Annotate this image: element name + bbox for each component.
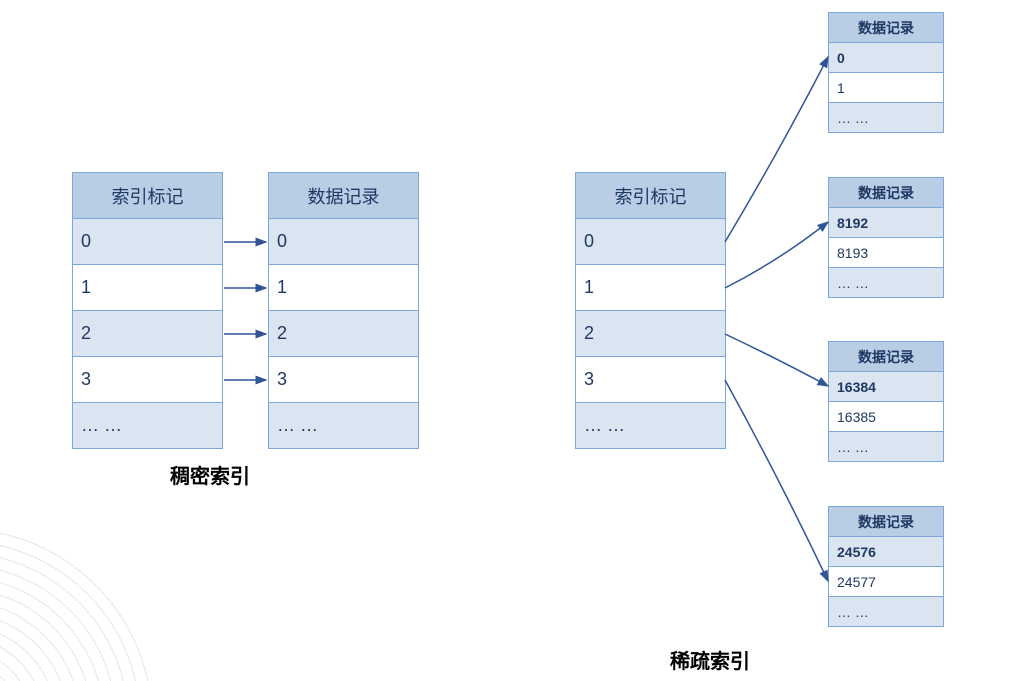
dense-caption: 稠密索引 [170, 460, 250, 489]
decorative-arcs [0, 501, 180, 681]
table-row: 16384 [829, 372, 944, 402]
table-row: 2 [576, 311, 726, 357]
table-row: 1 [576, 265, 726, 311]
table-row: 24576 [829, 537, 944, 567]
table-row: 0 [269, 219, 419, 265]
sparse-block-header: 数据记录 [829, 507, 944, 537]
table-row: 3 [576, 357, 726, 403]
sparse-block-header: 数据记录 [829, 178, 944, 208]
table-row: 1 [269, 265, 419, 311]
table-row: … … [73, 403, 223, 449]
sparse-caption: 稀疏索引 [670, 645, 750, 674]
dense-index-header: 索引标记 [73, 173, 223, 219]
sparse-index-table: 索引标记 0 1 2 3 … … [575, 172, 726, 449]
dense-data-header: 数据记录 [269, 173, 419, 219]
table-row: 0 [576, 219, 726, 265]
table-row: 2 [269, 311, 419, 357]
table-row: … … [576, 403, 726, 449]
table-row: 3 [73, 357, 223, 403]
table-row: … … [829, 103, 944, 133]
table-row: … … [829, 432, 944, 462]
table-row: … … [269, 403, 419, 449]
table-row: 0 [829, 43, 944, 73]
sparse-data-block: 数据记录 0 1 … … [828, 12, 944, 133]
table-row: 24577 [829, 567, 944, 597]
table-row: 3 [269, 357, 419, 403]
dense-index-table: 索引标记 0 1 2 3 … … [72, 172, 223, 449]
table-row: 1 [73, 265, 223, 311]
sparse-block-header: 数据记录 [829, 13, 944, 43]
table-row: 0 [73, 219, 223, 265]
table-row: 2 [73, 311, 223, 357]
sparse-data-block: 数据记录 8192 8193 … … [828, 177, 944, 298]
table-row: 1 [829, 73, 944, 103]
dense-arrows [224, 242, 266, 380]
sparse-data-block: 数据记录 24576 24577 … … [828, 506, 944, 627]
dense-data-table: 数据记录 0 1 2 3 … … [268, 172, 419, 449]
table-row: … … [829, 268, 944, 298]
table-row: 8192 [829, 208, 944, 238]
table-row: 16385 [829, 402, 944, 432]
sparse-block-header: 数据记录 [829, 342, 944, 372]
sparse-arrows [725, 57, 828, 581]
table-row: … … [829, 597, 944, 627]
sparse-index-header: 索引标记 [576, 173, 726, 219]
table-row: 8193 [829, 238, 944, 268]
sparse-data-block: 数据记录 16384 16385 … … [828, 341, 944, 462]
